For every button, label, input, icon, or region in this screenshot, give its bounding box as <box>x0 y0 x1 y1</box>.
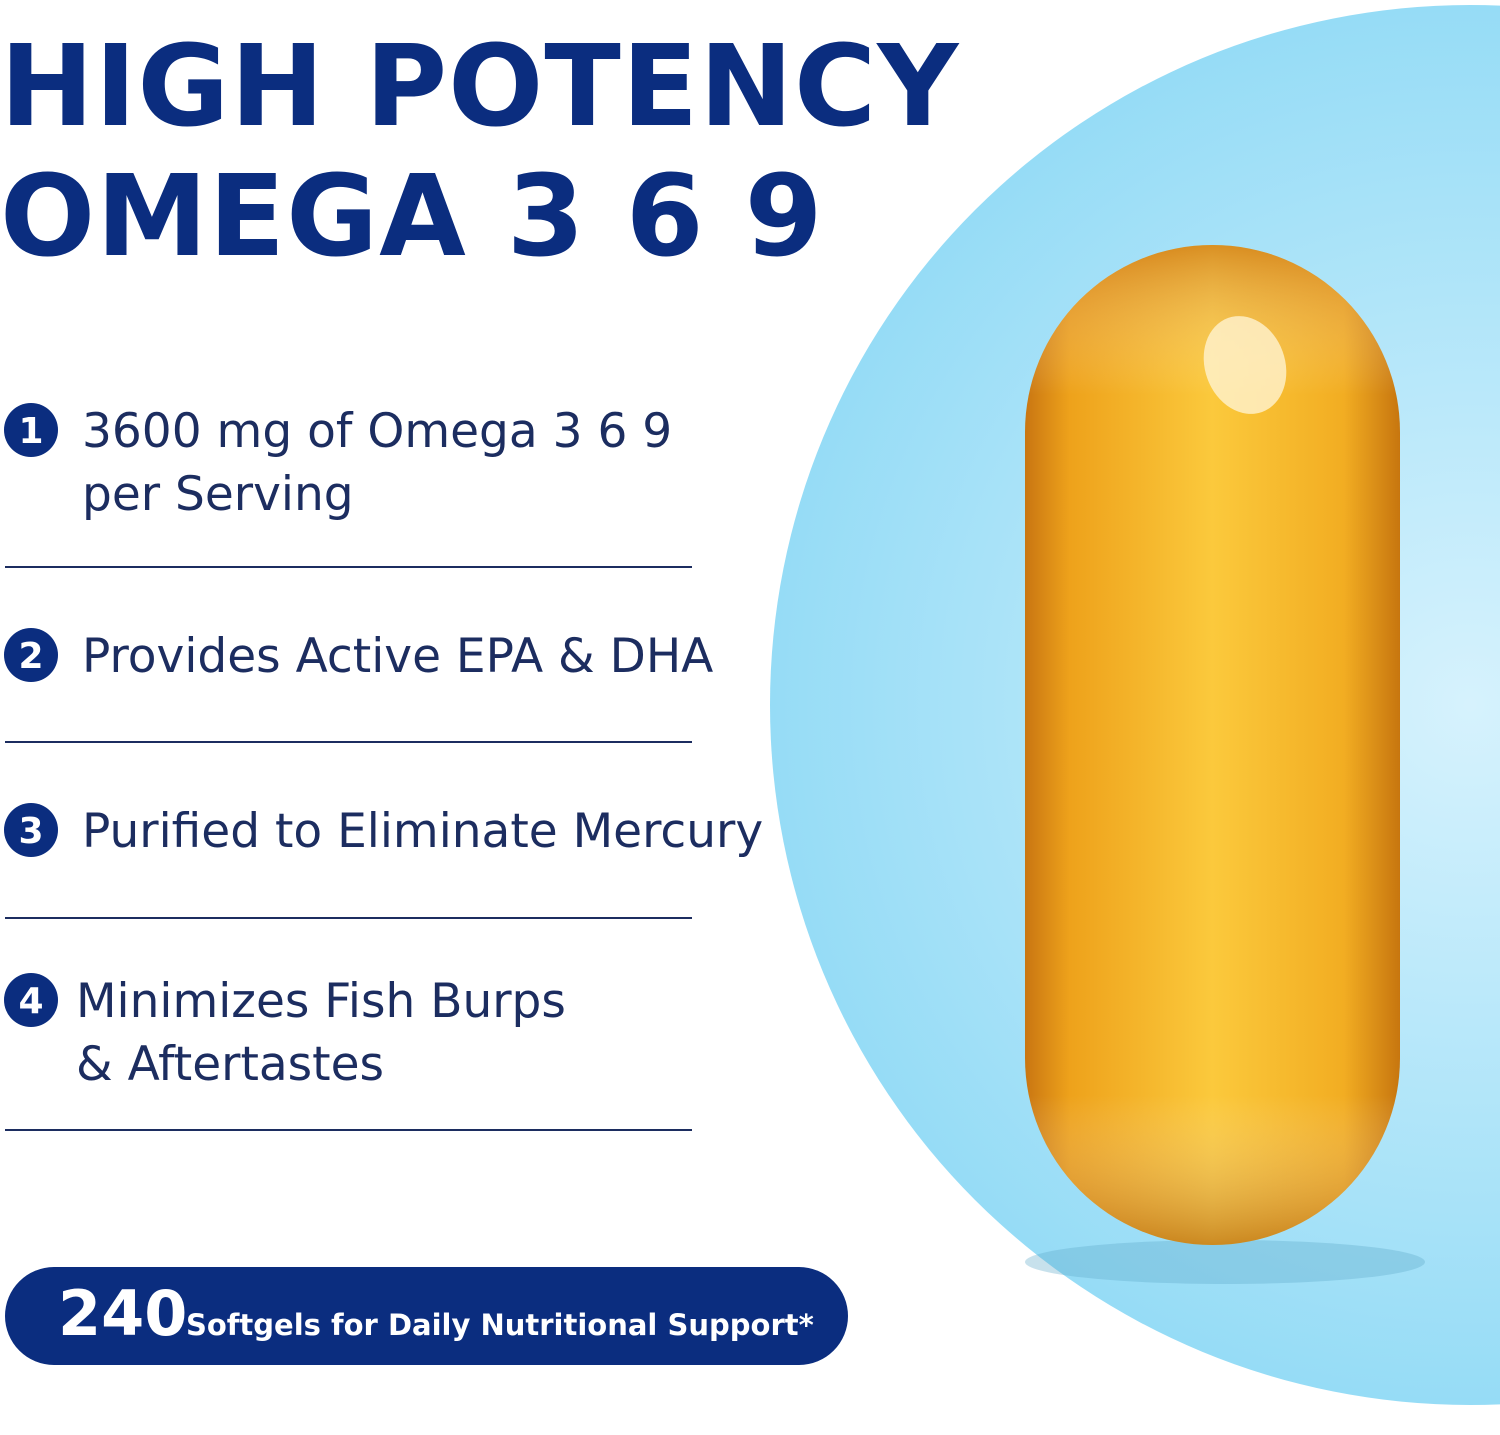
feature-text: & Aftertastes <box>76 1037 384 1092</box>
title-line: HIGH POTENCY <box>0 22 960 152</box>
badge <box>5 1267 848 1365</box>
title-line: OMEGA 3 6 9 <box>0 152 824 282</box>
number-badge <box>4 403 58 457</box>
feature-text: Provides Active EPA & DHA <box>82 629 713 684</box>
feature-text: 3600 mg of Omega 3 6 9 <box>82 404 672 459</box>
capsule-shade <box>1025 245 1400 1245</box>
badge-count: 240 <box>58 1277 187 1350</box>
feature-text: per Serving <box>82 467 354 522</box>
feature-text: Minimizes Fish Burps <box>76 974 566 1029</box>
number-badge <box>4 973 58 1027</box>
number-badge <box>4 803 58 857</box>
number-badge <box>4 628 58 682</box>
badge-text: Softgels for Daily Nutritional Support* <box>186 1308 814 1342</box>
capsule-highlight <box>1203 316 1287 414</box>
feature-number: 4 <box>18 981 43 1022</box>
capsule-shadow <box>1025 1240 1425 1284</box>
feature-number: 1 <box>18 411 43 452</box>
feature-number: 2 <box>18 636 43 677</box>
feature-text: Purified to Eliminate Mercury <box>82 804 763 859</box>
feature-number: 3 <box>18 811 43 852</box>
